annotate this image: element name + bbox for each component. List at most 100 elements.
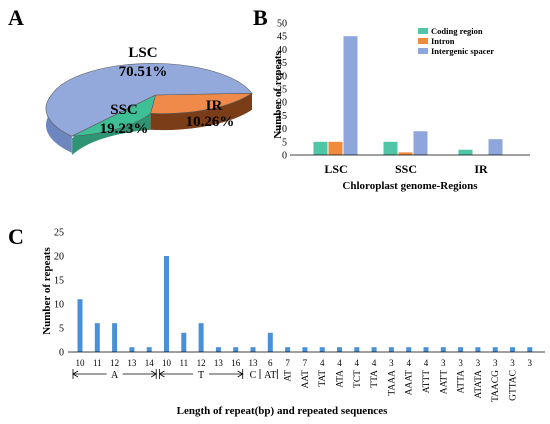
chart-c-length-label: 3 <box>528 358 533 368</box>
chart-c-length-label: 11 <box>93 358 102 368</box>
chart-c-bar <box>527 347 533 352</box>
chart-c-bar <box>267 332 273 352</box>
chart-b-ytick-label: 10 <box>277 124 287 135</box>
chart-b-xlabel: Chloroplast genome-Regions <box>342 180 478 192</box>
chart-c-ytick-label: 10 <box>54 300 64 311</box>
chart-c-sequence-label: AAT <box>301 370 311 389</box>
chart-b-ytick-label: 0 <box>282 151 287 162</box>
pie-value-ir: 10.26% <box>186 114 235 130</box>
chart-b-bar <box>413 131 428 155</box>
pie-value-ssc: 19.23% <box>100 121 149 137</box>
chart-c-bar <box>423 347 429 352</box>
chart-c-length-label: 7 <box>285 358 290 368</box>
chart-b-bar <box>458 149 473 155</box>
chart-c-bar <box>250 347 256 352</box>
chart-c-sequence-label: TAT <box>318 370 328 387</box>
pie-chart <box>45 63 253 155</box>
chart-c-sequence-labels: AT AAT TAT ATA TCT TTA TAAA AAAT ATTT AATT ATTA ATA… <box>284 370 519 402</box>
chart-c-sequence-label: TCT <box>353 370 363 388</box>
chart-c-sequence-label: AT <box>284 370 294 382</box>
chart-c-bar <box>458 347 464 352</box>
chart-c-length-label: 4 <box>355 358 360 368</box>
chart-c-bar <box>302 347 308 352</box>
chart-b-legend-swatch <box>418 38 428 44</box>
chart-c-length-label: 4 <box>337 358 342 368</box>
chart-c-ytick-label: 20 <box>54 252 64 263</box>
panel-a-letter: A <box>8 5 24 30</box>
chart-c-bar <box>406 347 412 352</box>
panel-c-letter: C <box>8 224 24 249</box>
chart-c-ylabel: Number of repeats <box>41 246 53 334</box>
panel-b-letter: B <box>253 5 268 30</box>
chart-c-bar <box>233 347 239 352</box>
chart-c-length-label: 12 <box>110 358 119 368</box>
chart-c-bar <box>285 347 291 352</box>
chart-c-length-label: 11 <box>179 358 188 368</box>
chart-c-length-label: 10 <box>76 358 86 368</box>
chart-c-ytick-label: 25 <box>54 228 64 239</box>
chart-c-bar <box>475 347 481 352</box>
chart-b-ytick-label: 5 <box>282 137 287 148</box>
chart-b-legend-label: Intron <box>431 36 455 46</box>
chart-c-length-label: 4 <box>424 358 429 368</box>
chart-c-bar <box>181 332 187 352</box>
chart-c-group-brackets: A T C AT <box>72 369 278 381</box>
chart-b-ytick-label: 35 <box>277 58 287 69</box>
chart-c-length-label: 16 <box>231 358 241 368</box>
chart-c-length-label: 12 <box>197 358 206 368</box>
pie-label-ir: IR <box>206 98 223 114</box>
chart-c-group-label: T <box>198 370 204 381</box>
chart-b-ytick-label: 50 <box>277 19 287 30</box>
chart-c-bar <box>77 299 83 352</box>
chart-c-length-label: 3 <box>510 358 515 368</box>
chart-c-ytick-label: 15 <box>54 276 64 287</box>
chart-c-sequence-label: ATTA <box>457 370 467 394</box>
chart-c-length-label: 4 <box>406 358 411 368</box>
chart-b-legend-swatch <box>418 28 428 34</box>
chart-b-ylabel: Number of repeats <box>272 50 284 138</box>
chart-b-bar <box>398 152 413 155</box>
chart-b-bar <box>313 141 328 155</box>
chart-b-ytick-label: 25 <box>277 85 287 96</box>
chart-b-bar <box>328 141 343 155</box>
chart-b-category-label: IR <box>474 162 488 176</box>
chart-c-bar <box>440 347 446 352</box>
chart-c-length-label: 7 <box>303 358 308 368</box>
chart-b-ytick-label: 45 <box>277 32 287 43</box>
chart-b-ytick-label: 20 <box>277 98 287 109</box>
chart-c-bar <box>371 347 377 352</box>
chart-c-bar <box>164 256 169 352</box>
chart-c-sequence-label: TAAA <box>387 370 397 396</box>
chart-c-bar <box>510 347 515 352</box>
chart-c-sequence-label: AATT <box>439 370 449 394</box>
chart-b-ytick-label: 15 <box>277 111 287 122</box>
chart-b-category-label: LSC <box>324 162 347 176</box>
chart-b-legend-swatch <box>418 48 428 54</box>
chart-c-bar <box>319 347 325 352</box>
chart-c-group-label: A <box>111 370 119 381</box>
chart-b-category-label: SSC <box>395 162 417 176</box>
chart-c-bar <box>337 347 342 352</box>
chart-c-ytick-label: 0 <box>59 348 64 359</box>
chart-c-group-label: C <box>250 370 257 381</box>
chart-c-sequence-label: GTTAC <box>509 370 519 401</box>
pie-slice-lsc <box>45 63 253 137</box>
chart-c-length-label: 13 <box>127 358 137 368</box>
chart-b-legend-label: Coding region <box>431 26 483 36</box>
chart-c-sequence-label: AAAT <box>405 370 415 396</box>
chart-b-legend-label: Intergenic spacer <box>431 46 494 56</box>
chart-c-ytick-label: 5 <box>59 324 64 335</box>
chart-b-xaxis-labels: LSC SSC IR <box>324 162 488 176</box>
chart-c-bar <box>94 323 100 352</box>
chart-c-length-label: 3 <box>476 358 481 368</box>
chart-c-bar <box>354 347 360 352</box>
chart-c-length-label: 3 <box>441 358 446 368</box>
chart-b-bar <box>383 141 398 155</box>
chart-c-length-label: 6 <box>268 358 273 368</box>
chart-c-bar <box>146 347 152 352</box>
chart-c-length-label: 3 <box>458 358 463 368</box>
chart-c-length-label: 3 <box>389 358 394 368</box>
chart-c-length-label: 14 <box>145 358 155 368</box>
chart-c-bar <box>198 323 204 352</box>
